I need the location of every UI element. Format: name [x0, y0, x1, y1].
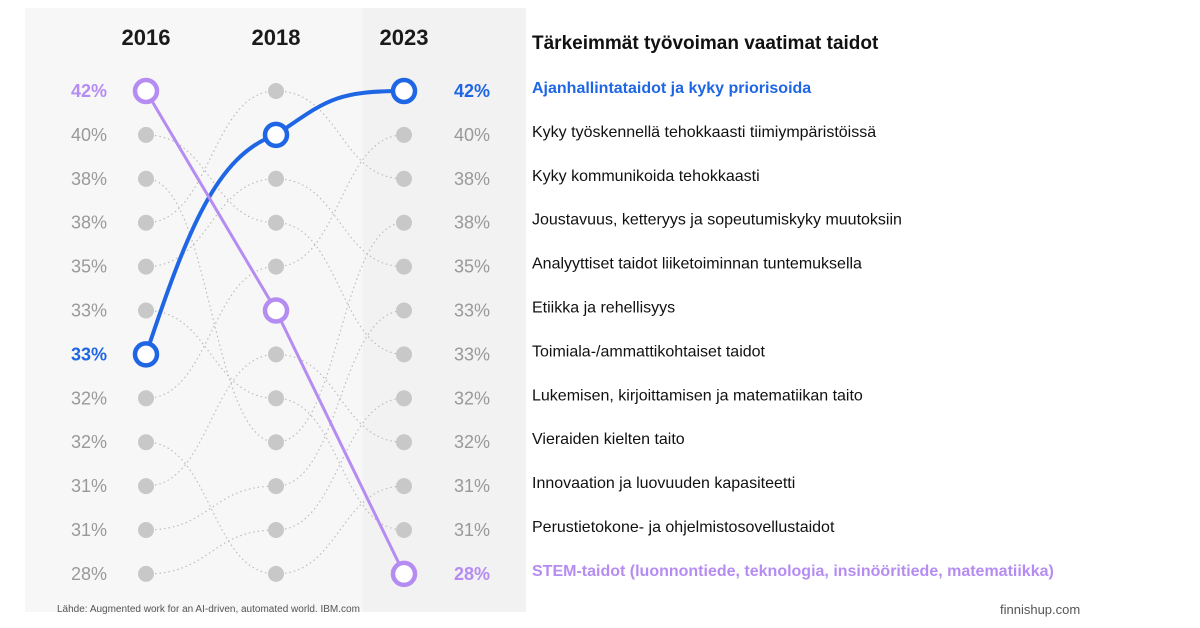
percent-label-2016: 35% — [71, 257, 107, 277]
rank-dot-2018 — [268, 434, 284, 451]
rank-dot-2018 — [268, 83, 284, 99]
rank-dot-2023 — [396, 522, 412, 538]
rank-link — [275, 178, 405, 268]
year-header-2018: 2018 — [252, 25, 301, 50]
rank-link — [275, 90, 405, 180]
rank-dot-2018 — [268, 258, 284, 275]
rank-dot-2023 — [396, 302, 412, 319]
rank-dot-2018 — [268, 565, 284, 582]
rank-dot-2016 — [138, 434, 154, 451]
rank-dot-2023 — [396, 214, 412, 231]
highlight-series-marker — [262, 121, 290, 149]
percent-label-2016: 40% — [71, 125, 107, 145]
rank-dot-2023 — [396, 390, 412, 407]
rank-dot-2018 — [268, 478, 284, 495]
year-header-2016: 2016 — [122, 25, 171, 50]
rank-link — [145, 309, 277, 399]
rank-link — [145, 178, 277, 443]
rank-dot-2018 — [268, 390, 284, 407]
highlight-series-marker — [132, 341, 160, 368]
rank-dot-2018 — [268, 214, 284, 231]
year-2023-panel — [363, 8, 526, 612]
rank-dot-2023 — [396, 170, 412, 187]
skill-label: Vieraiden kielten taito — [532, 431, 685, 448]
percent-label-2023: 31% — [454, 476, 490, 496]
brand-label: finnishup.com — [1000, 602, 1081, 617]
highlight-series-marker — [262, 297, 290, 324]
percent-label-2023: 33% — [454, 301, 490, 321]
percent-label-2023: 38% — [454, 169, 490, 189]
chart-title: Tärkeimmät työvoiman vaatimat taidot — [532, 33, 879, 54]
skill-label: Toimiala-/ammattikohtaiset taidot — [532, 343, 766, 360]
rank-link — [145, 353, 277, 487]
highlight-series-line — [144, 89, 405, 356]
skill-label: Ajanhallintataidot ja kyky priorisoida — [532, 80, 811, 97]
percent-label-2023: 28% — [454, 564, 490, 584]
percent-label-2016: 33% — [71, 301, 107, 321]
rank-dot-2016 — [138, 390, 154, 407]
percent-label-2016: 42% — [71, 81, 107, 101]
rank-link — [145, 134, 277, 224]
rank-dot-2016 — [138, 522, 154, 538]
highlight-series-marker — [390, 77, 418, 105]
percent-label-2016: 33% — [71, 344, 107, 364]
rank-dot-2018 — [268, 346, 284, 363]
percent-label-2016: 28% — [71, 564, 107, 584]
skill-label: Analyyttiset taidot liiketoiminnan tunte… — [532, 256, 862, 273]
year-header-2023: 2023 — [380, 25, 429, 50]
rank-dot-2023 — [396, 434, 412, 451]
rank-dot-2023 — [396, 478, 412, 495]
percent-label-2023: 38% — [454, 213, 490, 233]
skill-label: Kyky työskennellä tehokkaasti tiimiympär… — [532, 124, 876, 141]
highlight-series-marker — [390, 560, 418, 588]
skill-label: Innovaation ja luovuuden kapasiteetti — [532, 475, 795, 492]
rank-link — [275, 309, 405, 487]
percent-label-2023: 33% — [454, 344, 490, 364]
rank-dot-2016 — [138, 302, 154, 319]
rank-dot-2023 — [396, 258, 412, 275]
rank-link — [145, 90, 277, 224]
percent-label-2016: 31% — [71, 520, 107, 540]
rank-dot-2018 — [268, 170, 284, 187]
rank-link — [145, 441, 277, 575]
rank-dot-2023 — [396, 346, 412, 363]
percent-label-2023: 40% — [454, 125, 490, 145]
rank-link — [275, 397, 405, 531]
percent-label-2016: 38% — [71, 213, 107, 233]
skill-label: Lukemisen, kirjoittamisen ja matematiika… — [532, 387, 863, 404]
skill-label: Joustavuus, ketteryys ja sopeutumiskyky … — [532, 212, 902, 229]
source-note: Lähde: Augmented work for an AI-driven, … — [57, 604, 360, 615]
rank-dot-2016 — [138, 170, 154, 187]
highlight-series-marker — [132, 77, 160, 105]
skill-label: Kyky kommunikoida tehokkaasti — [532, 168, 760, 185]
rank-dot-2016 — [138, 565, 154, 582]
percent-label-2023: 31% — [454, 520, 490, 540]
rank-dot-2018 — [268, 522, 284, 538]
rank-link — [275, 397, 405, 531]
rank-dot-2016 — [138, 478, 154, 495]
percent-label-2023: 32% — [454, 432, 490, 452]
skill-label: Perustietokone- ja ohjelmistosovellustai… — [532, 519, 835, 536]
percent-label-2023: 35% — [454, 257, 490, 277]
skill-label: Etiikka ja rehellisyys — [532, 300, 675, 317]
percent-label-2016: 32% — [71, 388, 107, 408]
percent-label-2016: 38% — [71, 169, 107, 189]
percent-label-2016: 32% — [71, 432, 107, 452]
percent-label-2023: 32% — [454, 388, 490, 408]
rank-link — [145, 266, 277, 399]
rank-link — [275, 222, 405, 355]
percent-label-2023: 42% — [454, 81, 490, 101]
rank-dot-2016 — [138, 258, 154, 275]
rank-link — [275, 485, 405, 575]
skill-label: STEM-taidot (luonnontiede, teknologia, i… — [532, 563, 1054, 580]
rank-link — [275, 353, 405, 443]
rank-dot-2016 — [138, 126, 154, 143]
rank-dot-2023 — [396, 126, 412, 143]
rank-link — [275, 134, 405, 268]
rank-dot-2016 — [138, 214, 154, 231]
percent-label-2016: 31% — [71, 476, 107, 496]
rank-link — [145, 178, 277, 268]
